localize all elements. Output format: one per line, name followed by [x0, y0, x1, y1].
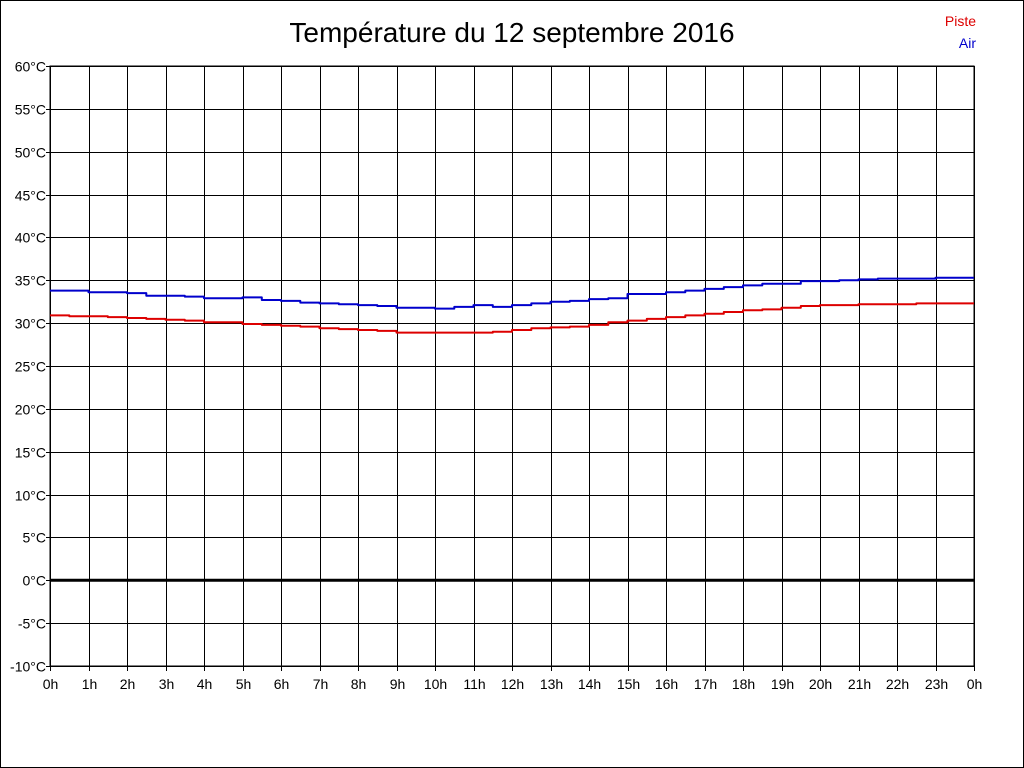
- y-tick-label: -5°C: [18, 616, 46, 632]
- x-tick-label: 0h: [43, 676, 59, 692]
- x-tick-label: 12h: [501, 676, 524, 692]
- x-tick-label: 8h: [351, 676, 367, 692]
- x-tick-label: 20h: [809, 676, 832, 692]
- x-tick-label: 21h: [848, 676, 871, 692]
- series-line-piste: [50, 302, 974, 334]
- x-tick-label: 0h: [967, 676, 983, 692]
- x-tick-label: 18h: [732, 676, 755, 692]
- chart-title: Température du 12 septembre 2016: [289, 17, 735, 48]
- x-tick-label: 17h: [694, 676, 717, 692]
- legend-item-air: Air: [958, 35, 976, 51]
- x-tick-label: 9h: [390, 676, 406, 692]
- y-tick-label: 50°C: [15, 145, 46, 161]
- series-line-air: [50, 276, 974, 310]
- y-tick-label: 55°C: [15, 102, 46, 118]
- x-tick-label: 14h: [578, 676, 601, 692]
- x-tick-label: 4h: [197, 676, 213, 692]
- x-tick-label: 10h: [424, 676, 447, 692]
- x-tick-label: 19h: [771, 676, 794, 692]
- y-tick-label: 60°C: [15, 59, 46, 75]
- x-tick-label: 23h: [925, 676, 948, 692]
- x-tick-label: 2h: [120, 676, 136, 692]
- y-tick-label: 0°C: [23, 573, 47, 589]
- y-tick-label: 10°C: [15, 488, 46, 504]
- y-tick-label: -10°C: [10, 659, 46, 675]
- y-tick-label: 5°C: [23, 530, 47, 546]
- y-tick-label: 40°C: [15, 230, 46, 246]
- y-tick-label: 15°C: [15, 445, 46, 461]
- x-tick-label: 11h: [463, 676, 485, 692]
- y-tick-label: 20°C: [15, 402, 46, 418]
- x-tick-label: 6h: [274, 676, 290, 692]
- x-tick-label: 3h: [159, 676, 175, 692]
- x-tick-label: 13h: [540, 676, 563, 692]
- x-tick-label: 7h: [313, 676, 329, 692]
- x-tick-label: 5h: [236, 676, 252, 692]
- y-tick-label: 45°C: [15, 188, 46, 204]
- x-tick-label: 22h: [886, 676, 909, 692]
- x-tick-label: 15h: [617, 676, 640, 692]
- legend-item-piste: Piste: [944, 13, 976, 29]
- x-tick-label: 16h: [655, 676, 678, 692]
- y-tick-label: 30°C: [15, 316, 46, 332]
- y-tick-label: 25°C: [15, 359, 46, 375]
- y-tick-label: 35°C: [15, 273, 46, 289]
- x-tick-label: 1h: [82, 676, 98, 692]
